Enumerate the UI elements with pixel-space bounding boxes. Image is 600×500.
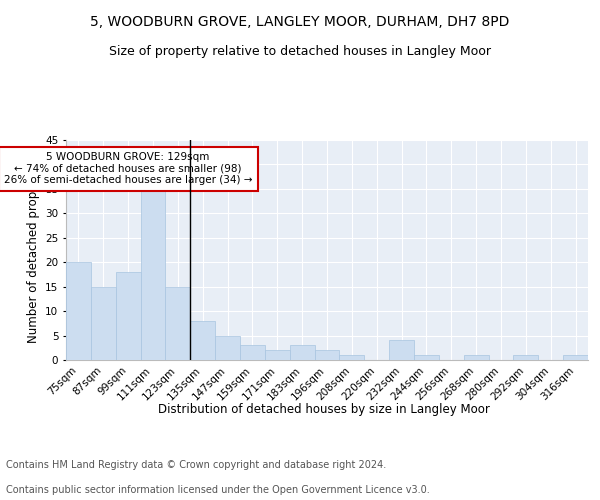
- Y-axis label: Number of detached properties: Number of detached properties: [26, 157, 40, 343]
- Bar: [66, 262, 91, 360]
- Bar: [389, 340, 414, 360]
- Bar: [340, 355, 364, 360]
- Text: Contains HM Land Registry data © Crown copyright and database right 2024.: Contains HM Land Registry data © Crown c…: [6, 460, 386, 470]
- Bar: [290, 346, 314, 360]
- Text: Size of property relative to detached houses in Langley Moor: Size of property relative to detached ho…: [109, 45, 491, 58]
- Bar: [240, 346, 265, 360]
- Bar: [514, 355, 538, 360]
- Bar: [563, 355, 588, 360]
- Bar: [190, 321, 215, 360]
- Bar: [314, 350, 340, 360]
- Text: 5 WOODBURN GROVE: 129sqm
← 74% of detached houses are smaller (98)
26% of semi-d: 5 WOODBURN GROVE: 129sqm ← 74% of detach…: [4, 152, 253, 186]
- Bar: [116, 272, 140, 360]
- Bar: [215, 336, 240, 360]
- Text: Contains public sector information licensed under the Open Government Licence v3: Contains public sector information licen…: [6, 485, 430, 495]
- Bar: [464, 355, 488, 360]
- Text: Distribution of detached houses by size in Langley Moor: Distribution of detached houses by size …: [158, 402, 490, 415]
- Bar: [414, 355, 439, 360]
- Bar: [91, 286, 116, 360]
- Text: 5, WOODBURN GROVE, LANGLEY MOOR, DURHAM, DH7 8PD: 5, WOODBURN GROVE, LANGLEY MOOR, DURHAM,…: [91, 15, 509, 29]
- Bar: [265, 350, 290, 360]
- Bar: [166, 286, 190, 360]
- Bar: [140, 189, 166, 360]
